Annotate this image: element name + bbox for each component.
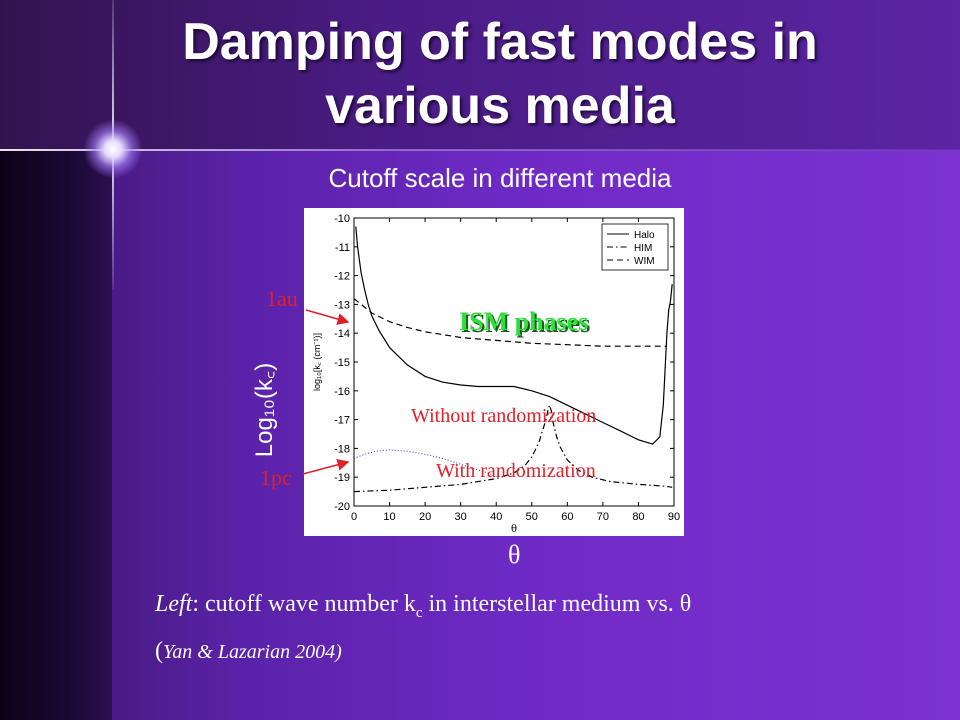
y-tick-label: -17 bbox=[334, 415, 350, 427]
y-tick-label: -10 bbox=[334, 213, 350, 225]
y-tick-label: -16 bbox=[334, 386, 350, 398]
x-tick-label: 40 bbox=[490, 511, 502, 523]
subtitle: Cutoff scale in different media bbox=[328, 163, 672, 193]
legend-label: Halo bbox=[634, 230, 655, 241]
chart-frame: 0 10 20 30 40 50 60 70 80 90 -10 -11 -12 -13 -14 -15 -16… bbox=[304, 208, 684, 536]
y-tick-label: -18 bbox=[334, 443, 350, 455]
x-tick-label: 70 bbox=[597, 511, 609, 523]
horizontal-glow-line bbox=[0, 149, 960, 151]
theta-label: θ bbox=[508, 540, 521, 569]
outer-y-label: Log₁₀(k꜀) bbox=[251, 362, 278, 458]
y-tick-label: -13 bbox=[334, 299, 350, 311]
caption-left-word: Left bbox=[155, 591, 193, 617]
y-tick-label: -15 bbox=[334, 357, 350, 369]
x-tick-label: 0 bbox=[351, 511, 357, 523]
caption: Left: cutoff wave number kc in interstel… bbox=[155, 585, 935, 671]
title-line-1: Damping of fast modes in bbox=[182, 13, 818, 71]
title-band bbox=[0, 0, 960, 150]
y-tick-label: -14 bbox=[334, 328, 350, 340]
series-line-him bbox=[353, 403, 673, 493]
x-tick-label: 60 bbox=[561, 511, 573, 523]
caption-text: : cutoff wave number k bbox=[192, 591, 416, 617]
x-tick-label: 10 bbox=[383, 511, 395, 523]
x-tick-label: 90 bbox=[668, 511, 680, 523]
x-tick-label: 80 bbox=[632, 511, 644, 523]
left-dark-band bbox=[0, 150, 112, 720]
title-line-2: various media bbox=[325, 77, 675, 135]
slide-title: Damping of fast modes in various media bbox=[120, 10, 880, 138]
y-tick-label: -19 bbox=[334, 472, 350, 484]
x-tick-label: 20 bbox=[419, 511, 431, 523]
cutoff-chart: 0 10 20 30 40 50 60 70 80 90 -10 -11 -12 -13 -14 -15 -16… bbox=[312, 213, 680, 535]
y-tick-label: -11 bbox=[335, 242, 350, 254]
series-line-randomized bbox=[353, 449, 497, 477]
caption-text-2: in interstellar medium vs. θ bbox=[422, 591, 692, 617]
y-tick-label: -12 bbox=[334, 271, 350, 283]
y-axis-label: log₁₀[k꜀ (cm⁻¹)] bbox=[312, 333, 322, 391]
legend-label: HIM bbox=[634, 243, 652, 254]
x-tick-label: 50 bbox=[526, 511, 538, 523]
caption-cite-open: ( bbox=[155, 637, 163, 664]
legend-label: WIM bbox=[634, 256, 655, 267]
x-tick-label: 30 bbox=[455, 511, 467, 523]
series-line-wim bbox=[353, 298, 667, 347]
caption-sub: c bbox=[415, 604, 423, 621]
y-tick-label: -20 bbox=[334, 501, 350, 513]
caption-citation: Yan & Lazarian 2004) bbox=[163, 640, 342, 663]
annotation-1au: 1au bbox=[266, 286, 298, 311]
glow-orb bbox=[84, 120, 142, 178]
x-axis-label: θ bbox=[511, 524, 517, 535]
